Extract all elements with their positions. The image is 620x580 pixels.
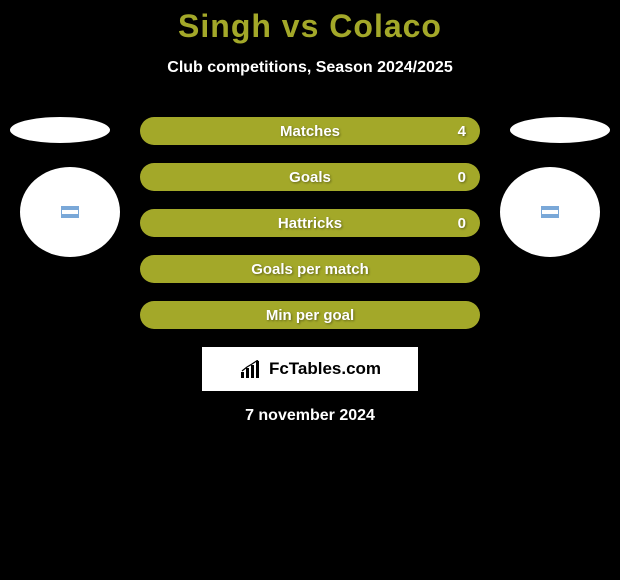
player-right-avatar — [500, 167, 600, 257]
stat-label: Goals — [289, 169, 331, 186]
chart-icon — [239, 360, 263, 378]
stat-row-matches: Matches 4 — [140, 117, 480, 145]
stat-row-goals: Goals 0 — [140, 163, 480, 191]
stat-right-value: 4 — [458, 123, 466, 140]
flag-icon — [541, 206, 559, 218]
stat-right-value: 0 — [458, 215, 466, 232]
flag-icon — [61, 206, 79, 218]
footer-date: 7 november 2024 — [0, 407, 620, 425]
stat-row-min-per-goal: Min per goal — [140, 301, 480, 329]
stat-label: Goals per match — [251, 261, 369, 278]
stat-label: Matches — [280, 123, 340, 140]
player-left-avatar — [20, 167, 120, 257]
player-left-ellipse — [10, 117, 110, 143]
player-right-ellipse — [510, 117, 610, 143]
page-title: Singh vs Colaco — [0, 8, 620, 45]
stat-right-value: 0 — [458, 169, 466, 186]
branding-box: FcTables.com — [202, 347, 418, 391]
page-subtitle: Club competitions, Season 2024/2025 — [0, 59, 620, 77]
stat-label: Min per goal — [266, 307, 354, 324]
main-area: Matches 4 Goals 0 Hattricks 0 Goals per … — [0, 117, 620, 425]
stat-label: Hattricks — [278, 215, 342, 232]
stats-list: Matches 4 Goals 0 Hattricks 0 Goals per … — [140, 117, 480, 329]
stat-row-hattricks: Hattricks 0 — [140, 209, 480, 237]
stat-row-goals-per-match: Goals per match — [140, 255, 480, 283]
comparison-card: Singh vs Colaco Club competitions, Seaso… — [0, 0, 620, 425]
brand-text: FcTables.com — [269, 359, 381, 379]
